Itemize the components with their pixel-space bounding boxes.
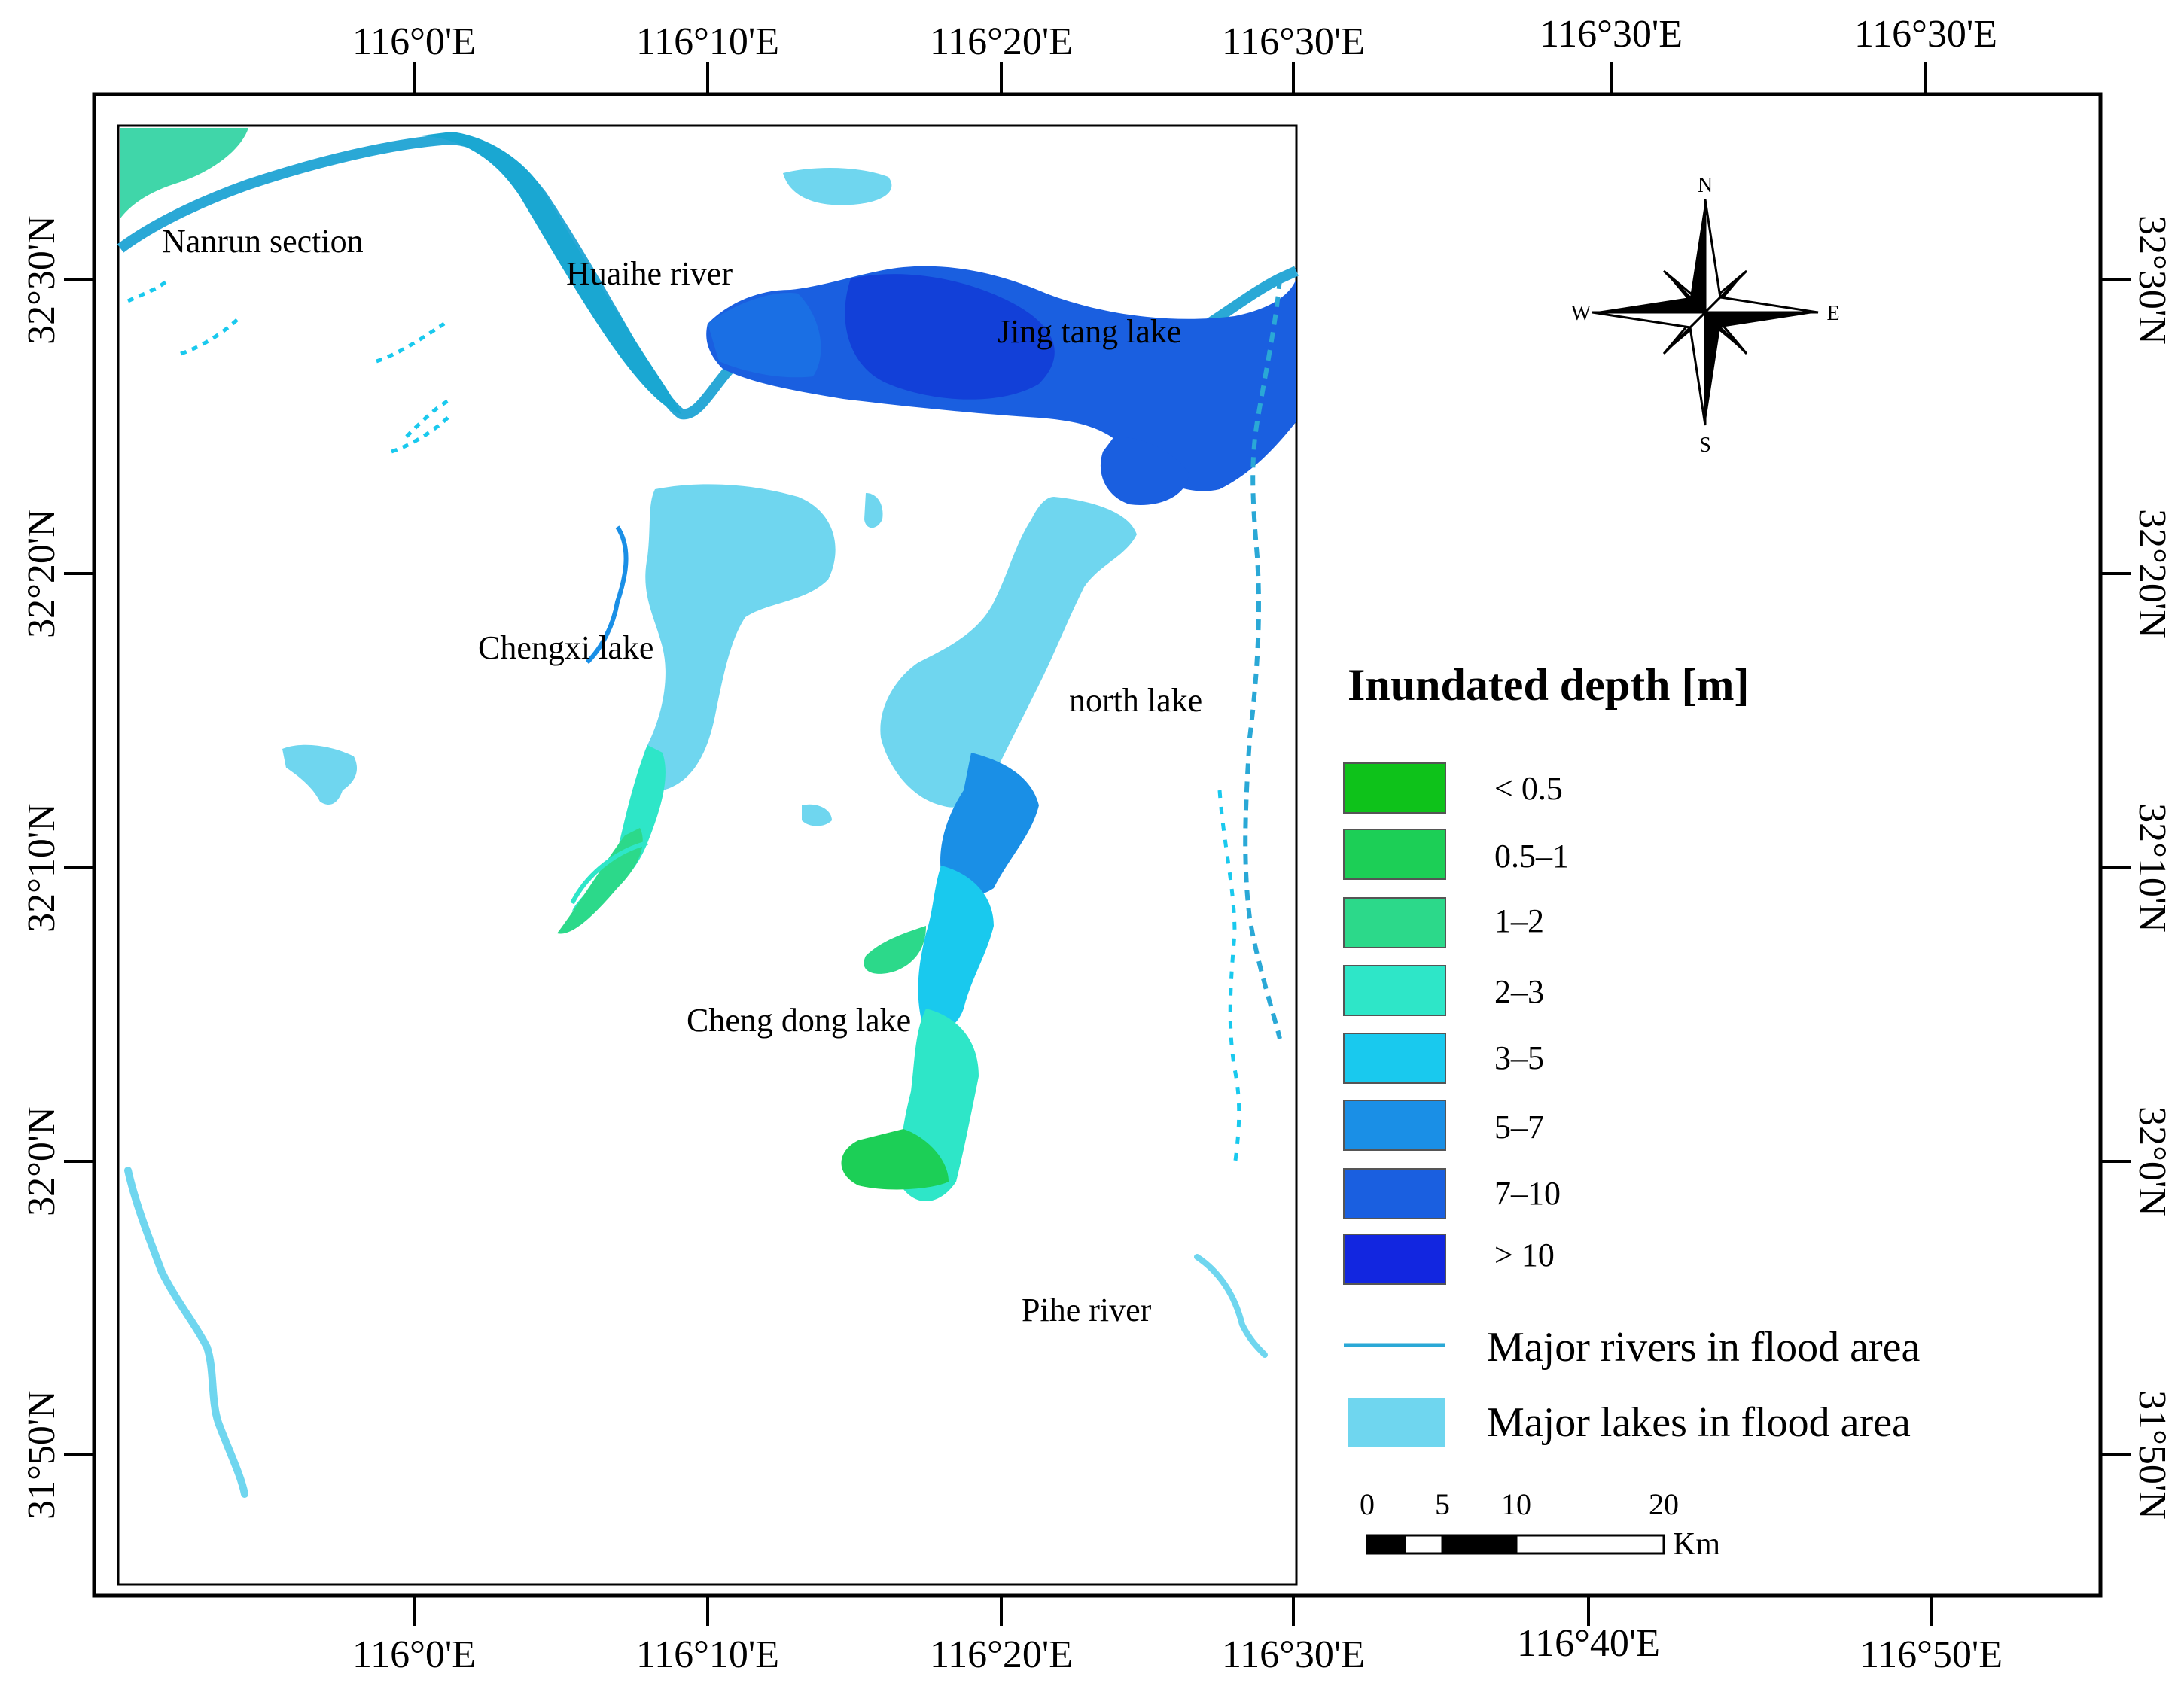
bottom-tick-label: 116°30'E (1222, 1633, 1365, 1676)
compass-n: N (1698, 174, 1713, 197)
right-tick-label: 31°50'N (2131, 1390, 2173, 1520)
top-tick-label: 116°30'E (1540, 13, 1683, 56)
label-pihe-river: Pihe river (1022, 1292, 1152, 1328)
scale-tick-20: 20 (1649, 1487, 1679, 1521)
outer-frame (92, 92, 2103, 1598)
left-tick-label: 32°10'N (20, 803, 63, 933)
jingtang-lake-west (708, 293, 821, 378)
huaihe-river-floodplain (422, 132, 681, 414)
legend-swatch-6 (1343, 1168, 1446, 1219)
chengdong-lake-mid (918, 866, 994, 1032)
legend-lake-label: Major lakes in flood area (1487, 1399, 1911, 1446)
floodplain-northwest (120, 128, 248, 218)
legend-label-5: 5–7 (1494, 1109, 1544, 1146)
right-axis: 32°30'N 32°20'N 32°10'N 32°0'N 31°50'N (2100, 215, 2173, 1520)
legend-label-4: 3–5 (1494, 1039, 1544, 1076)
legend-swatch-7 (1343, 1234, 1446, 1285)
small-lake-center-north (864, 493, 883, 528)
bottom-tick-label: 116°20'E (930, 1633, 1073, 1676)
legend-label-3: 2–3 (1494, 973, 1544, 1010)
label-north-lake: north lake (1069, 682, 1202, 719)
eastern-river (1243, 278, 1282, 1039)
legend-label-6: 7–10 (1494, 1175, 1561, 1212)
compass-s: S (1699, 434, 1711, 457)
label-chengxi-lake: Chengxi lake (478, 629, 653, 666)
chengxi-lake-fringe (572, 745, 666, 911)
chengxi-lake (641, 484, 836, 791)
right-tick-label: 32°30'N (2131, 215, 2173, 345)
compass-w: W (1571, 302, 1592, 325)
bottom-tick-label: 116°50'E (1860, 1633, 2003, 1676)
scale-tick-10: 10 (1501, 1487, 1531, 1521)
top-axis: 116°0'E 116°10'E 116°20'E 116°30'E 116°3… (352, 13, 1997, 94)
legend-swatch-3 (1343, 965, 1446, 1016)
compass-rose: N S E W (1571, 174, 1840, 457)
bottom-tick-label: 116°40'E (1517, 1622, 1660, 1665)
compass-e: E (1826, 302, 1839, 325)
legend-swatch-5 (1343, 1100, 1446, 1151)
bottom-tick-label: 116°10'E (636, 1633, 779, 1676)
legend-swatch-0 (1343, 762, 1446, 814)
legend-swatch-1 (1343, 829, 1446, 880)
bottom-axis: 116°0'E 116°10'E 116°20'E 116°30'E 116°4… (352, 1596, 2003, 1676)
label-chengdong-lake: Cheng dong lake (687, 1002, 911, 1039)
left-tick-label: 31°50'N (20, 1390, 63, 1520)
top-tick-label: 116°0'E (352, 20, 476, 63)
north-lake (880, 497, 1137, 808)
legend-lake-symbol (1348, 1398, 1445, 1447)
chengdong-lake-south (841, 1129, 949, 1190)
small-lake-north (783, 168, 892, 205)
legend: Inundated depth [m] < 0.5 0.5–1 1–2 2–3 … (1343, 660, 1920, 1447)
top-tick-label: 116°30'E (1854, 13, 1997, 56)
right-tick-label: 32°20'N (2131, 509, 2173, 638)
legend-label-0: < 0.5 (1494, 770, 1563, 807)
right-tick-label: 32°10'N (2131, 803, 2173, 933)
map-content: Nanrun section Huaihe river Jing tang la… (117, 128, 1299, 1498)
tributary-southwest (570, 841, 648, 905)
pihe-river-west (124, 1167, 248, 1498)
scale-tick-5: 5 (1435, 1487, 1450, 1521)
legend-label-1: 0.5–1 (1494, 838, 1569, 875)
small-lake-west (282, 744, 358, 805)
label-jingtang-lake: Jing tang lake (998, 313, 1181, 350)
label-huaihe-river: Huaihe river (566, 255, 733, 292)
scale-tick-0: 0 (1360, 1487, 1375, 1521)
jingtang-lake-core (845, 274, 1055, 400)
legend-title: Inundated depth [m] (1348, 660, 1749, 710)
jingtang-south-lobe (1100, 437, 1189, 505)
right-tick-label: 32°0'N (2131, 1106, 2173, 1216)
scale-bar: 0 5 10 20 Km (1360, 1487, 1720, 1562)
legend-river-label: Major rivers in flood area (1487, 1324, 1920, 1371)
legend-swatch-2 (1343, 897, 1446, 948)
top-tick-label: 116°30'E (1222, 20, 1365, 63)
left-tick-label: 32°0'N (20, 1106, 63, 1216)
top-tick-label: 116°20'E (930, 20, 1073, 63)
legend-swatch-4 (1343, 1033, 1446, 1084)
left-axis: 32°30'N 32°20'N 32°10'N 32°0'N 31°50'N (20, 215, 94, 1520)
top-tick-label: 116°10'E (636, 20, 779, 63)
tributary-chengxi-west (585, 525, 629, 665)
pihe-river-east (1194, 1254, 1268, 1358)
left-tick-label: 32°20'N (20, 509, 63, 638)
small-lake-center (802, 804, 832, 826)
left-tick-label: 32°30'N (20, 215, 63, 345)
legend-label-7: > 10 (1494, 1237, 1555, 1274)
label-nanrun-section: Nanrun section (162, 223, 364, 260)
chengdong-west-arm (864, 926, 926, 974)
chengdong-lake-upper (940, 753, 1039, 896)
scale-unit: Km (1673, 1527, 1720, 1562)
legend-label-2: 1–2 (1494, 902, 1544, 939)
tributary-west (126, 277, 453, 454)
eastern-river-2 (1217, 790, 1241, 1167)
bottom-tick-label: 116°0'E (352, 1633, 476, 1676)
